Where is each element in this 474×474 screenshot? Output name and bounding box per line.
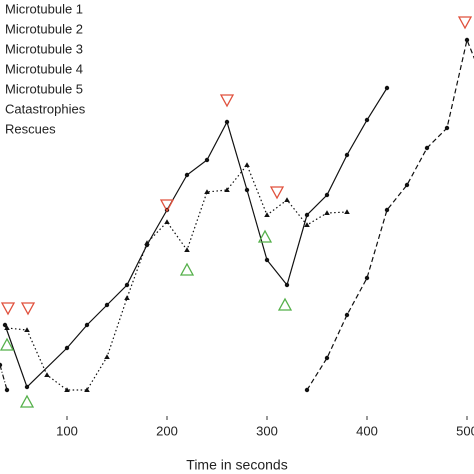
data-point — [277, 297, 293, 311]
data-point — [244, 162, 250, 167]
x-tick-label: 300 — [256, 423, 278, 438]
data-point — [304, 222, 310, 227]
data-point — [24, 384, 30, 390]
data-point — [204, 157, 210, 163]
legend-label: Microtubule 3 — [5, 41, 83, 56]
data-point — [4, 387, 10, 393]
x-axis-label: Time in seconds — [186, 457, 287, 473]
data-point — [0, 362, 3, 368]
data-point — [24, 327, 30, 332]
data-point — [44, 372, 50, 377]
x-tick-label: 200 — [156, 423, 178, 438]
data-point — [104, 354, 110, 359]
series-line — [306, 37, 474, 391]
x-tick-label: 500 — [456, 423, 474, 438]
data-point — [344, 312, 350, 318]
data-point — [457, 16, 473, 30]
x-tick-label: 100 — [56, 423, 78, 438]
data-point — [219, 94, 235, 108]
data-point — [384, 207, 390, 213]
legend-label: Microtubule 4 — [5, 61, 83, 76]
data-point — [20, 302, 36, 316]
data-point — [384, 85, 390, 91]
data-point — [444, 125, 450, 131]
data-point — [424, 145, 430, 151]
data-point — [179, 262, 195, 276]
data-point — [224, 119, 230, 125]
data-point — [2, 322, 8, 328]
data-point — [264, 257, 270, 263]
data-point — [164, 219, 170, 224]
data-point — [404, 182, 410, 188]
data-point — [257, 229, 273, 243]
data-point — [124, 282, 130, 288]
data-point — [124, 295, 130, 300]
data-point — [344, 152, 350, 158]
legend-label: Catastrophies — [5, 101, 86, 116]
series-line — [4, 87, 388, 389]
data-point — [4, 325, 10, 330]
data-point — [84, 322, 90, 328]
data-point — [19, 394, 35, 408]
legend-label: Rescues — [5, 121, 56, 136]
data-point — [284, 197, 290, 202]
data-point — [264, 212, 270, 217]
data-point — [344, 209, 350, 214]
data-point — [364, 117, 370, 123]
data-point — [64, 345, 70, 351]
series-line — [0, 364, 8, 391]
data-point — [304, 387, 310, 393]
data-point — [244, 187, 250, 193]
data-point — [84, 387, 90, 392]
legend-label: Microtubule 1 — [5, 1, 83, 16]
data-point — [204, 189, 210, 194]
data-point — [324, 355, 330, 361]
data-point — [64, 387, 70, 392]
data-point — [0, 337, 15, 351]
data-point — [364, 275, 370, 281]
legend-label: Microtubule 2 — [5, 21, 83, 36]
data-point — [464, 37, 470, 43]
data-point — [159, 199, 175, 213]
data-point — [184, 172, 190, 178]
data-point — [144, 240, 150, 245]
data-point — [104, 302, 110, 308]
data-point — [324, 192, 330, 198]
data-point — [324, 210, 330, 215]
data-point — [224, 187, 230, 192]
data-point — [304, 212, 310, 218]
legend-label: Microtubule 5 — [5, 81, 83, 96]
data-point — [0, 302, 16, 316]
data-point — [284, 282, 290, 288]
x-tick-label: 400 — [356, 423, 378, 438]
data-point — [184, 247, 190, 252]
data-point — [269, 186, 285, 200]
